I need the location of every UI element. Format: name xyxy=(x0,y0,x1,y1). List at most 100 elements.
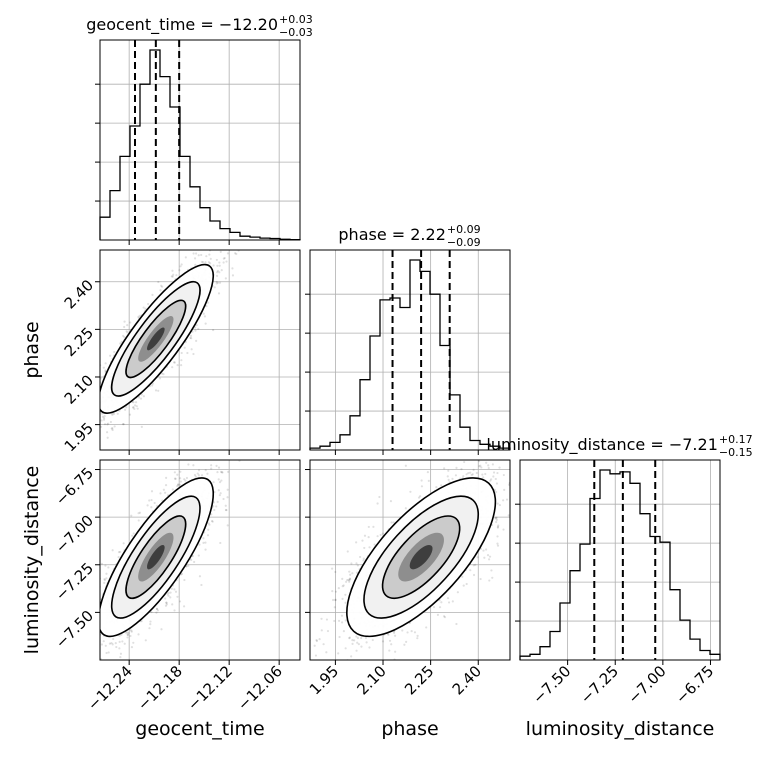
sample-point xyxy=(390,643,393,646)
sample-point xyxy=(194,329,197,332)
sample-point xyxy=(215,274,219,277)
sample-point xyxy=(204,322,207,325)
sample-point xyxy=(102,416,106,420)
sample-point xyxy=(89,638,91,640)
sample-point xyxy=(126,331,129,334)
sample-point xyxy=(190,558,193,562)
sample-point xyxy=(90,416,92,418)
sample-point xyxy=(222,242,224,244)
sample-point xyxy=(94,643,96,645)
sample-point xyxy=(102,418,106,421)
sample-point xyxy=(100,643,103,646)
sample-point xyxy=(222,261,225,264)
sample-point xyxy=(107,651,110,654)
sample-point xyxy=(81,644,83,646)
sample-point xyxy=(150,498,153,502)
sample-point xyxy=(117,551,121,554)
sample-point xyxy=(234,229,236,231)
sample-point xyxy=(95,398,97,400)
sample-point xyxy=(214,235,216,237)
sample-point xyxy=(187,564,190,567)
sample-point xyxy=(218,494,221,497)
sample-point xyxy=(183,346,186,349)
sample-point xyxy=(227,470,230,473)
sample-point xyxy=(173,609,176,612)
sample-point xyxy=(189,336,192,339)
sample-point xyxy=(219,541,222,545)
sample-point xyxy=(224,508,228,512)
sample-point xyxy=(381,532,384,535)
sample-point xyxy=(195,339,198,342)
sample-point xyxy=(110,641,113,645)
sample-point xyxy=(96,411,98,413)
sample-point xyxy=(130,646,134,649)
sample-point xyxy=(159,289,162,292)
sample-point xyxy=(94,639,96,641)
sample-point xyxy=(101,415,105,418)
sample-point xyxy=(92,634,94,636)
sample-point xyxy=(234,252,237,255)
sample-point xyxy=(218,271,221,274)
sample-point xyxy=(164,491,167,494)
sample-point xyxy=(192,352,195,356)
sample-point xyxy=(194,326,197,329)
sample-point xyxy=(184,479,187,482)
sample-point xyxy=(93,394,95,396)
sample-point xyxy=(220,268,223,272)
y-tick-label: 2.40 xyxy=(61,276,97,312)
sample-point xyxy=(185,476,189,480)
sample-point xyxy=(238,221,240,223)
sample-point xyxy=(180,263,183,266)
sample-point xyxy=(103,578,106,582)
sample-point xyxy=(126,633,129,636)
sample-point xyxy=(139,397,143,400)
sample-point xyxy=(165,603,168,606)
sample-point xyxy=(197,327,200,330)
sample-point xyxy=(215,505,218,508)
sample-point xyxy=(123,320,126,323)
sample-point xyxy=(182,605,186,608)
sample-point xyxy=(148,627,151,630)
sample-point xyxy=(126,636,129,639)
sample-point xyxy=(73,462,75,464)
sample-point xyxy=(110,427,113,430)
sample-point xyxy=(173,471,176,474)
sample-point xyxy=(138,314,141,317)
sample-point xyxy=(81,664,83,666)
sample-point xyxy=(95,623,97,625)
sample-point xyxy=(106,436,109,439)
sample-point xyxy=(100,425,103,428)
sample-point xyxy=(177,483,180,486)
panel-frame xyxy=(99,459,301,661)
sample-point xyxy=(169,591,172,594)
sample-point xyxy=(164,483,168,487)
sample-point xyxy=(172,273,175,276)
sample-point xyxy=(93,639,95,641)
sample-point xyxy=(88,410,90,412)
sample-point xyxy=(193,473,197,477)
title-main: phase = 2.22 xyxy=(338,225,445,244)
sample-point xyxy=(126,324,129,327)
sample-point xyxy=(94,398,96,400)
sample-point xyxy=(488,558,491,561)
sample-point xyxy=(87,638,89,640)
sample-point xyxy=(460,468,463,471)
y-tick-label: −7.00 xyxy=(52,511,97,556)
sample-point xyxy=(235,252,238,256)
sample-point xyxy=(68,428,70,430)
panel-frame xyxy=(99,249,301,451)
sample-point xyxy=(132,406,135,409)
sample-point xyxy=(137,396,141,399)
sample-point xyxy=(140,425,143,428)
sample-point xyxy=(86,606,88,608)
sample-point xyxy=(481,473,484,476)
sample-point xyxy=(226,252,230,255)
sample-point xyxy=(211,457,213,459)
sample-point xyxy=(367,536,370,539)
histogram-title: phase = 2.22 +0.09−0.09 xyxy=(338,223,480,249)
sample-point xyxy=(151,384,154,387)
sample-point xyxy=(165,601,168,604)
sample-point xyxy=(215,282,218,285)
sample-point xyxy=(118,647,121,650)
sample-point xyxy=(455,466,458,469)
